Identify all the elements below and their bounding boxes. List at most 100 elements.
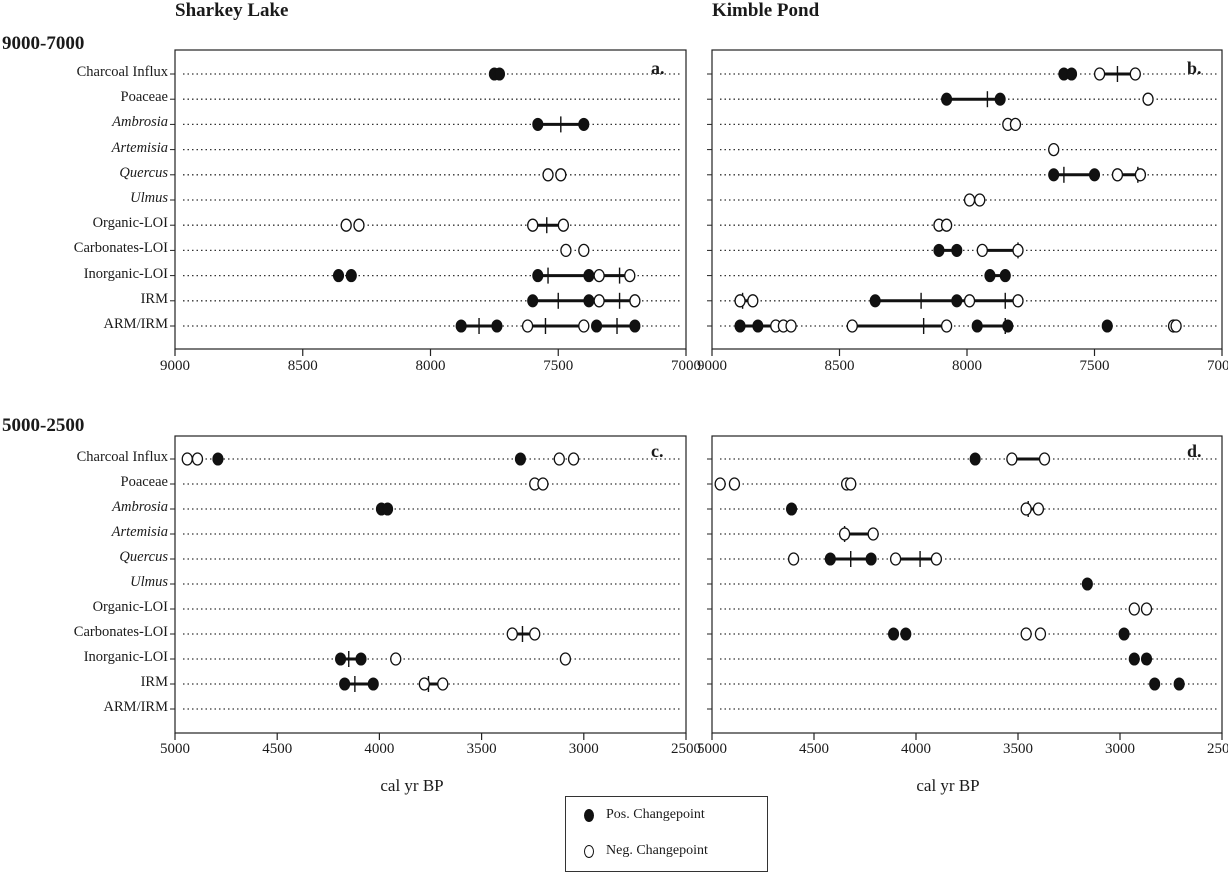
neg-changepoint	[1129, 67, 1141, 81]
legend-item-pos: Pos. Changepoint	[584, 807, 705, 823]
pos-changepoint	[951, 294, 963, 308]
neg-changepoint	[728, 477, 741, 491]
pos-changepoint	[382, 502, 394, 516]
pos-changepoint	[752, 319, 764, 333]
pos-changepoint	[999, 269, 1011, 283]
x-tick-label: 8500	[824, 358, 855, 374]
x-tick-label: 4000	[901, 741, 931, 757]
neg-changepoint	[787, 552, 800, 566]
pos-changepoint	[532, 269, 544, 283]
pos-changepoint	[345, 269, 357, 283]
row-label: Carbonates-LOI	[73, 240, 168, 257]
row-label: Ambrosia	[112, 114, 168, 131]
row-label: Charcoal Influx	[76, 449, 168, 465]
x-tick-label: 9000	[697, 358, 727, 374]
pos-changepoint	[994, 92, 1006, 106]
neg-changepoint	[714, 477, 726, 491]
panel-label: a.	[651, 58, 665, 78]
pos-changepoint	[527, 294, 539, 308]
neg-changepoint	[1034, 627, 1047, 641]
row-label: Charcoal Influx	[76, 64, 168, 80]
pos-changepoint	[786, 502, 798, 516]
site-title-right: Kimble Pond	[712, 0, 820, 21]
neg-changepoint	[867, 527, 879, 541]
neg-changepoint	[785, 319, 797, 333]
neg-changepoint	[963, 193, 976, 207]
pos-changepoint	[583, 269, 595, 283]
x-tick-label: 9000	[160, 358, 190, 374]
neg-changepoint	[567, 452, 580, 466]
pos-changepoint	[734, 319, 746, 333]
neg-changepoint	[560, 243, 572, 258]
neg-changepoint	[527, 218, 539, 232]
row-label: Poaceae	[120, 474, 169, 490]
neg-changepoint	[559, 652, 572, 666]
neg-changepoint	[553, 452, 565, 466]
neg-changepoint	[578, 319, 590, 333]
neg-changepoint	[593, 294, 605, 308]
pos-changepoint	[969, 452, 981, 466]
row-label: Ambrosia	[112, 499, 168, 515]
row-label: Artemisia	[111, 524, 168, 540]
pos-changepoint	[332, 269, 345, 283]
row-label: Carbonates-LOI	[73, 624, 168, 640]
neg-changepoint	[747, 294, 759, 308]
pos-changepoint	[1066, 67, 1078, 81]
pos-changepoint	[491, 319, 503, 333]
row-label: Poaceae	[120, 89, 169, 106]
neg-changepoint	[353, 218, 365, 232]
pos-changepoint	[493, 67, 506, 81]
neg-changepoint	[529, 627, 541, 641]
legend-label-pos: Pos. Changepoint	[606, 807, 705, 822]
row-label: Ulmus	[130, 574, 168, 590]
row-label: IRM	[140, 290, 168, 307]
pos-changepoint	[1081, 577, 1093, 591]
neg-changepoint	[437, 677, 449, 691]
pos-changepoint	[869, 294, 881, 308]
open-circle-icon	[584, 844, 594, 858]
x-tick-label: 7000	[1207, 358, 1228, 374]
neg-changepoint	[1020, 627, 1032, 641]
neg-changepoint	[1140, 602, 1153, 616]
neg-changepoint	[940, 218, 953, 232]
neg-changepoint	[1038, 452, 1051, 466]
site-title-left: Sharkey Lake	[175, 0, 289, 21]
x-axis-label-right: cal yr BP	[916, 776, 980, 795]
neg-changepoint	[1048, 142, 1060, 157]
neg-changepoint	[624, 268, 636, 283]
pos-changepoint	[583, 294, 595, 308]
neg-changepoint	[418, 677, 431, 691]
x-tick-label: 7500	[1079, 358, 1110, 374]
panel-label: d.	[1187, 441, 1202, 461]
pos-changepoint	[629, 319, 641, 333]
x-tick-label: 5000	[160, 741, 190, 757]
period-label-bottom: 5000-2500	[2, 415, 85, 436]
period-label-top: 9000-7000	[2, 33, 85, 54]
pos-changepoint	[933, 243, 945, 257]
x-tick-label: 2500	[1207, 741, 1228, 757]
x-tick-label: 7000	[671, 358, 701, 374]
pos-changepoint	[1140, 652, 1153, 666]
neg-changepoint	[390, 652, 402, 666]
pos-changepoint	[591, 319, 603, 333]
neg-changepoint	[1142, 92, 1154, 106]
row-label: Quercus	[119, 549, 168, 565]
x-tick-label: 3000	[568, 741, 599, 757]
neg-changepoint	[976, 243, 988, 258]
row-label: ARM/IRM	[103, 699, 168, 715]
row-label: Quercus	[119, 164, 168, 181]
row-label: Inorganic-LOI	[83, 649, 168, 665]
neg-changepoint	[963, 294, 976, 308]
neg-changepoint	[1170, 319, 1182, 333]
x-tick-label: 5000	[697, 741, 727, 757]
x-tick-label: 3500	[1003, 741, 1033, 757]
neg-changepoint	[191, 452, 204, 466]
neg-changepoint	[1009, 117, 1022, 132]
neg-changepoint	[521, 319, 534, 333]
legend-label-neg: Neg. Changepoint	[606, 843, 708, 858]
pos-changepoint	[212, 452, 224, 466]
neg-changepoint	[889, 552, 902, 566]
neg-changepoint	[838, 527, 851, 541]
neg-changepoint	[542, 168, 554, 182]
neg-changepoint	[557, 218, 570, 232]
